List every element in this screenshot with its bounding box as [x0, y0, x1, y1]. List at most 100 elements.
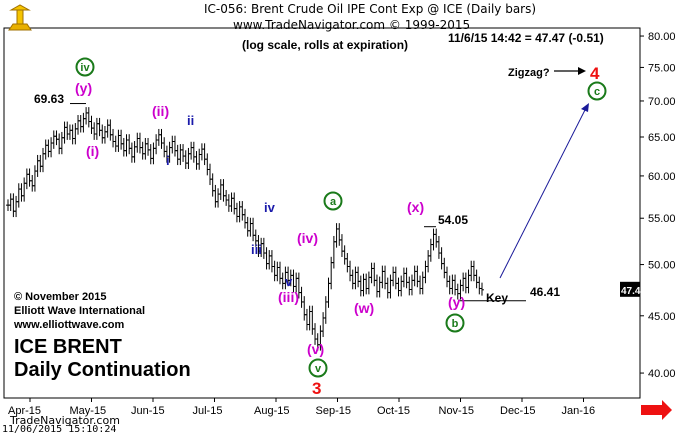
wave-label: 54.05	[438, 213, 468, 227]
wave-label: (y)	[75, 80, 92, 96]
x-tick-label: Apr-15	[8, 405, 41, 417]
y-tick-label: 55.00	[648, 213, 676, 225]
ohlc-bar	[137, 132, 142, 154]
y-tick-label: 65.00	[648, 132, 676, 144]
circled-wave	[75, 57, 95, 77]
projection-arrow	[499, 107, 587, 279]
circled-wave	[308, 358, 328, 378]
ohlc-bar	[226, 194, 231, 212]
ohlc-bar	[466, 269, 471, 294]
ohlc-bar	[97, 117, 102, 137]
ohlc-bar	[111, 128, 116, 148]
ohlc-bar	[178, 144, 183, 166]
ohlc-bar	[119, 129, 124, 150]
x-tick-label: Jan-16	[562, 405, 596, 417]
ohlc-bar	[213, 184, 218, 208]
ohlc-bar	[94, 117, 99, 140]
ohlc-bar	[267, 250, 272, 270]
ohlc-bar	[170, 135, 175, 154]
ohlc-bar	[65, 121, 70, 140]
ohlc-bar	[366, 271, 371, 295]
ohlc-bar	[140, 141, 145, 160]
projection-arrowhead-icon	[581, 103, 589, 112]
ohlc-bar	[442, 257, 447, 279]
wave-label: 69.63	[34, 92, 64, 106]
ohlc-bar	[38, 154, 43, 173]
ohlc-bar	[84, 107, 89, 125]
ohlc-bar	[78, 115, 83, 133]
ohlc-bar	[278, 261, 283, 285]
wave-label: (ii)	[152, 103, 169, 119]
ohlc-bar	[124, 134, 129, 157]
ohlc-bar	[469, 260, 474, 282]
ohlc-bar	[477, 276, 482, 295]
ohlc-bar	[401, 267, 406, 288]
ohlc-bar	[423, 260, 428, 284]
ohlc-bar	[272, 260, 277, 282]
wave-label: (w)	[354, 300, 374, 316]
ohlc-bar	[8, 193, 13, 212]
circled-wave-label: v	[315, 363, 322, 375]
ohlc-bar	[129, 142, 134, 163]
ohlc-bar	[326, 277, 331, 308]
ohlc-bar	[299, 286, 304, 308]
ohlc-bar	[463, 272, 468, 294]
ohlc-bar	[391, 266, 396, 287]
ohlc-bar	[436, 235, 441, 259]
ohlc-bar	[100, 124, 105, 144]
ohlc-bar	[385, 277, 390, 299]
ohlc-bar	[35, 154, 40, 177]
wave-label: Zigzag?	[508, 67, 550, 79]
wave-label: ii	[187, 113, 194, 128]
chart-note: (log scale, rolls at expiration)	[242, 38, 409, 52]
ohlc-bar	[216, 188, 221, 208]
ohlc-bar	[229, 192, 234, 212]
ohlc-bar	[22, 177, 27, 202]
ohlc-bar	[151, 142, 156, 165]
ohlc-bar	[364, 273, 369, 295]
ohlc-bar	[372, 262, 377, 287]
ohlc-bar	[261, 237, 266, 259]
ohlc-bar	[218, 179, 223, 200]
ohlc-bar	[73, 123, 78, 145]
ohlc-bar	[251, 217, 256, 242]
ohlc-bar	[377, 276, 382, 298]
last-price-label: 47.47	[621, 286, 646, 297]
ohlc-bar	[76, 115, 81, 135]
ohlc-bar	[189, 141, 194, 160]
ohlc-bar	[275, 261, 280, 282]
x-tick-label: Sep-15	[316, 405, 351, 417]
ohlc-bar	[245, 216, 250, 237]
instrument-subtitle: Daily Continuation	[14, 359, 191, 381]
ohlc-bar	[404, 267, 409, 289]
ohlc-bar	[16, 183, 21, 208]
ohlc-bar	[471, 260, 476, 282]
wave-label: iii	[251, 242, 262, 257]
ohlc-bar	[143, 137, 148, 160]
ohlc-bar	[264, 247, 269, 270]
ohlc-bar	[393, 266, 398, 290]
x-tick-label: Oct-15	[377, 405, 410, 417]
wave-label: 46.41	[530, 285, 560, 299]
chart-title: IC-056: Brent Crude Oil IPE Cont Exp @ I…	[204, 2, 537, 16]
ohlc-bar	[221, 179, 226, 202]
ohlc-bar	[304, 308, 309, 331]
ohlc-bar	[46, 139, 51, 158]
ohlc-bar	[154, 134, 159, 155]
ohlc-bar	[224, 189, 229, 206]
ohlc-bar	[361, 273, 366, 297]
ohlc-bar	[399, 275, 404, 297]
chart-source: www.TradeNavigator.com © 1999-2015	[233, 18, 471, 32]
ohlc-bar	[248, 217, 253, 237]
ohlc-bar	[310, 305, 315, 335]
ohlc-bar	[434, 228, 439, 248]
circled-wave	[587, 81, 607, 101]
ohlc-bar	[350, 269, 355, 290]
ohlc-bar	[307, 305, 312, 331]
ohlc-bar	[197, 148, 202, 170]
ohlc-bar	[210, 173, 215, 197]
ohlc-bar	[409, 274, 414, 296]
ohlc-bar	[41, 147, 46, 173]
ohlc-bar	[186, 147, 191, 169]
ohlc-bar	[447, 275, 452, 295]
